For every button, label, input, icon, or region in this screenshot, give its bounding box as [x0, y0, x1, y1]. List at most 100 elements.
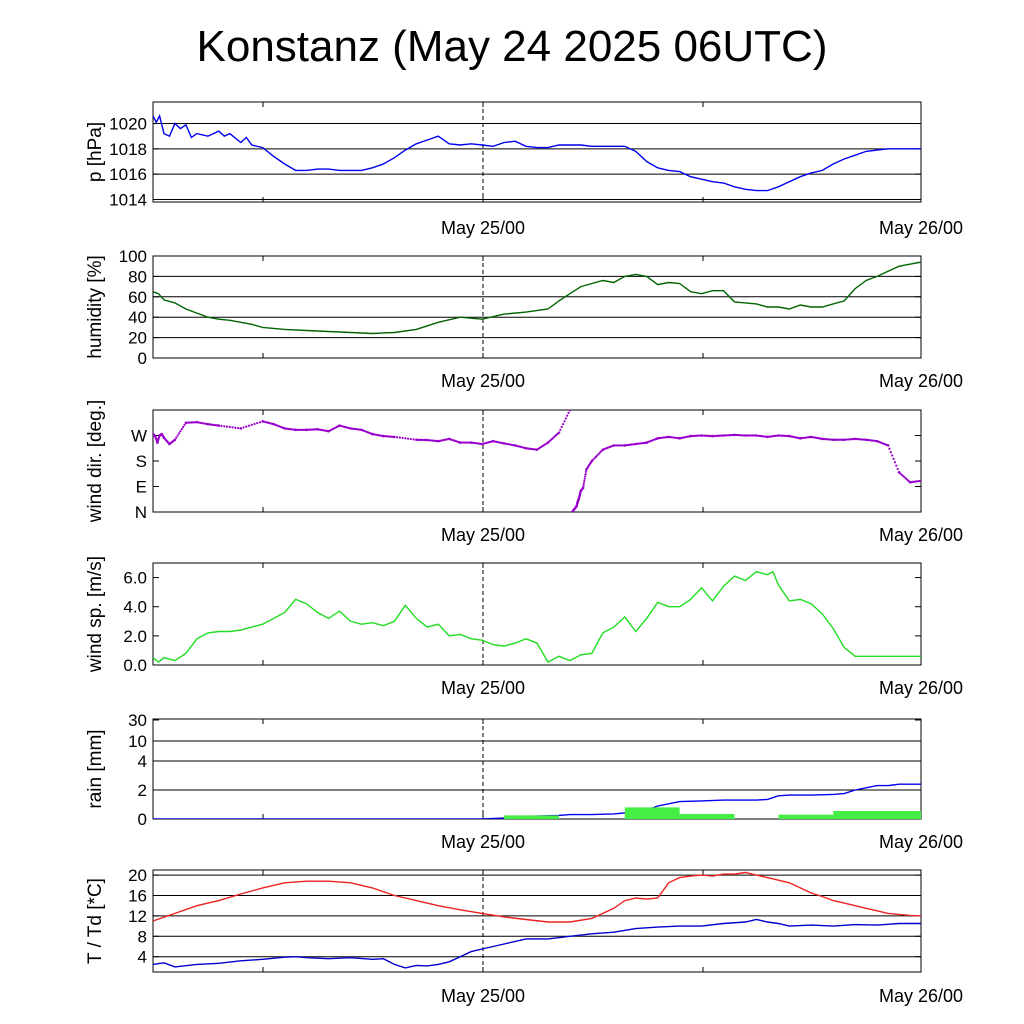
y-axis-label: p [hPa] — [85, 122, 106, 182]
data-point — [584, 475, 587, 478]
y-tick-label: S — [136, 452, 147, 471]
data-point — [217, 424, 221, 427]
data-point — [581, 486, 585, 490]
y-tick-label: 40 — [128, 308, 147, 327]
data-point — [919, 479, 921, 483]
x-tick-label: May 26/00 — [879, 371, 963, 391]
data-point — [173, 438, 177, 442]
series-line-0 — [153, 783, 921, 819]
data-point — [583, 477, 586, 480]
y-tick-label: 1018 — [109, 140, 147, 159]
y-tick-label: 100 — [119, 247, 147, 266]
y-tick-label: 30 — [128, 711, 147, 730]
data-point — [896, 467, 899, 471]
y-tick-label: 12 — [128, 907, 147, 926]
rain-bar — [833, 811, 921, 819]
plot-frame — [152, 101, 922, 203]
data-point — [256, 422, 259, 425]
x-tick-label: May 26/00 — [879, 678, 963, 698]
data-point — [893, 461, 897, 464]
data-point — [598, 451, 602, 454]
data-point — [228, 425, 231, 429]
y-tick-label: 0 — [138, 349, 147, 368]
x-tick-label: May 25/00 — [441, 832, 525, 852]
series-line-t — [153, 871, 921, 923]
chart-title: Konstanz (May 24 2025 06UTC) — [196, 22, 828, 71]
x-tick-label: May 25/00 — [441, 678, 525, 698]
y-tick-label: 60 — [128, 288, 147, 307]
data-point — [412, 438, 415, 441]
data-point — [888, 447, 891, 450]
y-tick-label: 80 — [128, 267, 147, 286]
y-tick-label: 4 — [138, 948, 147, 967]
data-point — [253, 422, 256, 426]
x-tick-label: May 26/00 — [879, 218, 963, 238]
data-point — [593, 457, 596, 460]
y-tick-label: 0.0 — [123, 656, 147, 675]
data-point — [223, 425, 226, 428]
y-tick-label: N — [135, 503, 147, 522]
data-point — [396, 436, 399, 439]
data-point — [891, 454, 894, 457]
rain-bar — [624, 807, 680, 819]
data-point — [409, 437, 412, 441]
data-point — [892, 457, 895, 460]
y-tick-label: 4.0 — [123, 598, 147, 617]
data-point — [568, 410, 572, 412]
data-point — [597, 452, 600, 456]
data-point — [177, 432, 181, 435]
y-tick-label: 20 — [128, 329, 147, 348]
y-tick-label: 6.0 — [123, 569, 147, 588]
x-tick-label: May 26/00 — [879, 832, 963, 852]
plot-frame — [152, 718, 922, 820]
data-point — [566, 414, 569, 417]
data-point — [895, 464, 898, 467]
data-point — [584, 470, 588, 473]
data-point — [220, 424, 223, 428]
y-tick-label: 10 — [128, 732, 147, 751]
y-tick-label: 1016 — [109, 165, 147, 184]
data-point — [582, 482, 586, 485]
x-tick-label: May 25/00 — [441, 218, 525, 238]
series-line-0 — [153, 113, 921, 192]
data-point — [594, 455, 598, 458]
x-tick-label: May 25/00 — [441, 525, 525, 545]
plot-frame — [152, 409, 922, 513]
y-tick-label: 4 — [138, 752, 147, 771]
series-line-td — [153, 918, 921, 969]
y-tick-label: 20 — [128, 866, 147, 885]
y-tick-label: 0 — [138, 810, 147, 829]
y-axis-label: rain [mm] — [85, 729, 106, 808]
y-axis-label: humidity [%] — [85, 255, 106, 358]
data-point — [231, 426, 234, 429]
data-point — [596, 454, 599, 457]
y-tick-label: W — [131, 427, 147, 446]
data-point — [234, 426, 237, 429]
y-tick-label: 8 — [138, 927, 147, 946]
panel-5: 0 2 410 30 rain [mm] May 25/00 May 26/00 — [85, 711, 963, 852]
y-tick-label: 16 — [128, 887, 147, 906]
y-axis-label: wind sp. [m/s] — [85, 556, 106, 673]
data-point — [583, 479, 586, 483]
rain-bar — [504, 815, 559, 819]
series-points — [153, 410, 921, 512]
series-line-0 — [153, 570, 921, 664]
x-tick-label: May 25/00 — [441, 371, 525, 391]
y-tick-label: 2.0 — [123, 627, 147, 646]
data-point — [182, 425, 185, 429]
data-point — [258, 421, 262, 424]
data-point — [889, 451, 892, 454]
data-point — [183, 423, 186, 426]
data-point — [404, 437, 407, 440]
data-point — [239, 427, 243, 430]
data-point — [560, 425, 563, 429]
y-tick-label: 1014 — [109, 190, 147, 209]
y-tick-label: E — [136, 478, 147, 497]
data-point — [175, 436, 178, 439]
data-point — [559, 428, 562, 431]
data-point — [225, 425, 229, 428]
